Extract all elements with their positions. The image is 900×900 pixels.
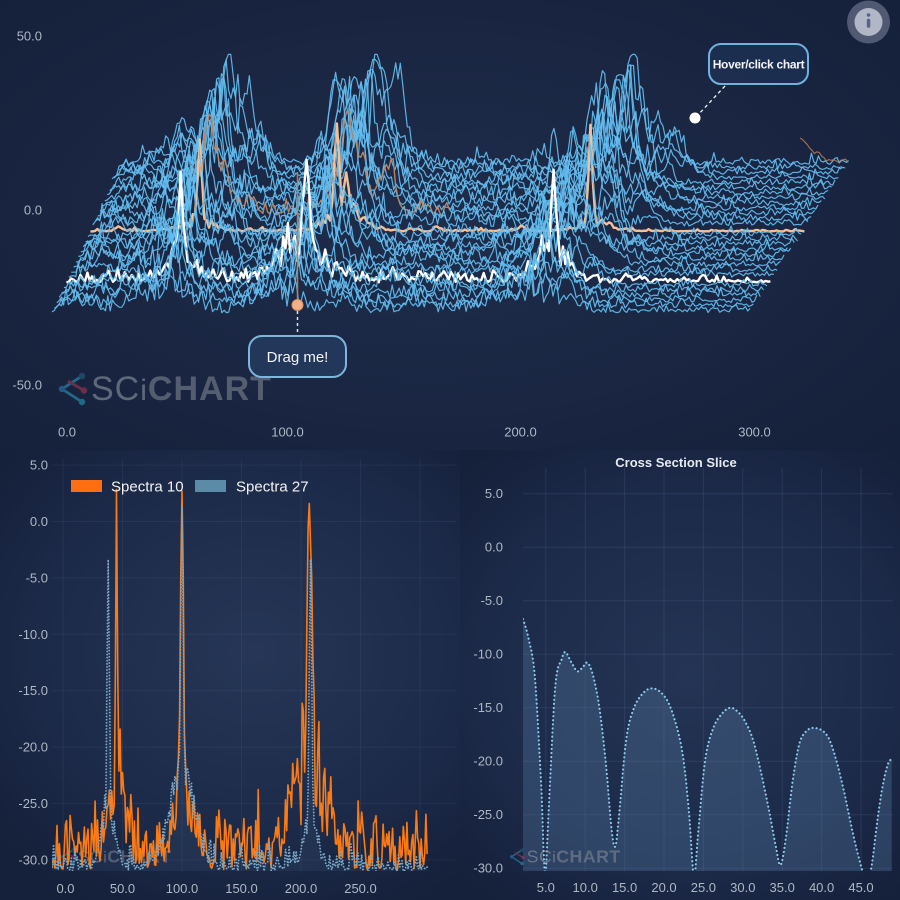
svg-text:-15.0: -15.0 — [18, 683, 48, 698]
svg-text:200.0: 200.0 — [504, 425, 537, 440]
svg-text:-25.0: -25.0 — [473, 807, 503, 822]
svg-text:-30.0: -30.0 — [18, 852, 48, 867]
svg-text:50.0: 50.0 — [110, 881, 135, 896]
svg-text:100.0: 100.0 — [271, 425, 304, 440]
svg-text:10.0: 10.0 — [573, 880, 598, 895]
svg-text:SCiCHART: SCiCHART — [91, 370, 272, 408]
svg-text:0.0: 0.0 — [56, 881, 74, 896]
svg-text:45.0: 45.0 — [848, 880, 873, 895]
svg-text:-5.0: -5.0 — [26, 570, 48, 585]
svg-text:5.0: 5.0 — [485, 486, 503, 501]
svg-text:5.0: 5.0 — [537, 880, 555, 895]
svg-text:0.0: 0.0 — [24, 203, 42, 218]
svg-text:-20.0: -20.0 — [18, 740, 48, 755]
svg-text:Hover/click chart: Hover/click chart — [713, 58, 805, 72]
svg-text:0.0: 0.0 — [485, 540, 503, 555]
svg-text:0.0: 0.0 — [58, 425, 76, 440]
svg-text:-10.0: -10.0 — [18, 627, 48, 642]
svg-text:300.0: 300.0 — [738, 425, 771, 440]
svg-text:5.0: 5.0 — [30, 458, 48, 473]
svg-text:-15.0: -15.0 — [473, 700, 503, 715]
svg-text:35.0: 35.0 — [770, 880, 795, 895]
svg-text:25.0: 25.0 — [691, 880, 716, 895]
svg-text:Drag me!: Drag me! — [267, 349, 329, 366]
svg-text:20.0: 20.0 — [651, 880, 676, 895]
svg-text:Spectra 27: Spectra 27 — [236, 479, 309, 496]
svg-text:Spectra 10: Spectra 10 — [111, 479, 184, 496]
svg-text:150.0: 150.0 — [225, 881, 258, 896]
svg-text:SCiCHART: SCiCHART — [527, 847, 621, 867]
svg-text:30.0: 30.0 — [730, 880, 755, 895]
svg-text:-10.0: -10.0 — [473, 647, 503, 662]
svg-text:-50.0: -50.0 — [12, 378, 42, 393]
svg-text:15.0: 15.0 — [612, 880, 637, 895]
svg-text:250.0: 250.0 — [344, 881, 377, 896]
svg-text:-5.0: -5.0 — [481, 593, 503, 608]
svg-text:-30.0: -30.0 — [473, 861, 503, 876]
svg-text:-25.0: -25.0 — [18, 796, 48, 811]
svg-text:-20.0: -20.0 — [473, 754, 503, 769]
svg-text:50.0: 50.0 — [17, 29, 42, 44]
svg-text:40.0: 40.0 — [809, 880, 834, 895]
svg-text:0.0: 0.0 — [30, 514, 48, 529]
svg-text:100.0: 100.0 — [166, 881, 199, 896]
svg-text:Cross Section Slice: Cross Section Slice — [615, 455, 736, 470]
svg-text:200.0: 200.0 — [285, 881, 318, 896]
